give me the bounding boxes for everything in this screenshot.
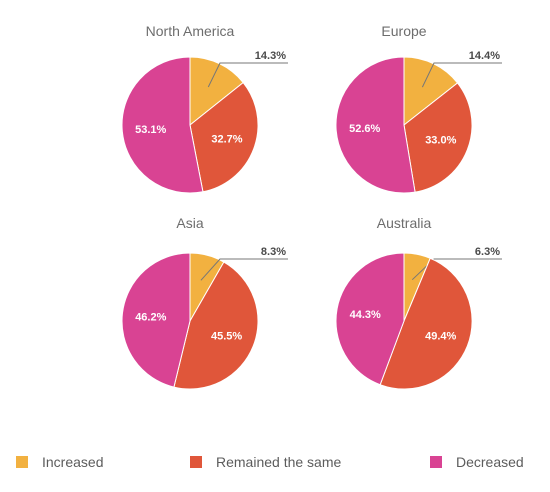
data-label-increased: 8.3% (261, 246, 286, 258)
callout-line (200, 258, 288, 281)
callout-line (421, 62, 502, 88)
pie-chart-europe: Europe 14.4% 33.0% 52.6% (335, 23, 502, 194)
legend: Increased Remained the same Decreased (0, 450, 550, 480)
pie-slice-decreased[interactable] (335, 252, 405, 386)
legend-swatch-remained-the-same (190, 456, 202, 468)
chart-title-europe: Europe (381, 23, 426, 39)
pie-slice-remained-the-same[interactable] (189, 81, 259, 193)
legend-label-remained-the-same: Remained the same (216, 454, 342, 470)
data-label-remained-the-same: 45.5% (211, 331, 242, 343)
legend-swatch-decreased (430, 456, 442, 468)
data-label-increased: 14.3% (255, 50, 286, 62)
legend-label-decreased: Decreased (456, 454, 524, 470)
chart-title-north-america: North America (146, 23, 235, 39)
legend-item-remained-the-same[interactable]: Remained the same (190, 450, 341, 474)
pie-slice-remained-the-same[interactable] (379, 257, 473, 390)
callout-line (411, 258, 502, 281)
pie-chart-australia: Australia 6.3% 49.4% 44.3% (335, 215, 502, 390)
legend-item-increased[interactable]: Increased (16, 450, 103, 474)
pie-slice-decreased[interactable] (121, 252, 191, 388)
pie-slice-decreased[interactable] (335, 56, 416, 194)
pie-slice-remained-the-same[interactable] (173, 261, 259, 390)
pie-chart-asia: Asia 8.3% 45.5% 46.2% (121, 215, 288, 390)
data-label-remained-the-same: 33.0% (425, 134, 456, 146)
pie-slice-remained-the-same[interactable] (403, 82, 473, 193)
callout-line (207, 62, 288, 88)
pie-chart-north-america: North America 14.3% 32.7% 53.1% (121, 23, 288, 194)
data-label-remained-the-same: 32.7% (211, 134, 242, 146)
data-label-decreased: 53.1% (135, 124, 166, 136)
data-label-increased: 14.4% (469, 50, 500, 62)
legend-swatch-increased (16, 456, 28, 468)
data-label-decreased: 46.2% (135, 311, 166, 323)
chart-title-asia: Asia (176, 215, 203, 231)
data-label-increased: 6.3% (475, 246, 500, 258)
data-label-decreased: 44.3% (350, 309, 381, 321)
chart-title-australia: Australia (377, 215, 432, 231)
legend-item-decreased[interactable]: Decreased (430, 450, 524, 474)
legend-label-increased: Increased (42, 454, 104, 470)
data-label-remained-the-same: 49.4% (425, 331, 456, 343)
pie-slice-decreased[interactable] (121, 56, 204, 194)
data-label-decreased: 52.6% (349, 123, 380, 135)
